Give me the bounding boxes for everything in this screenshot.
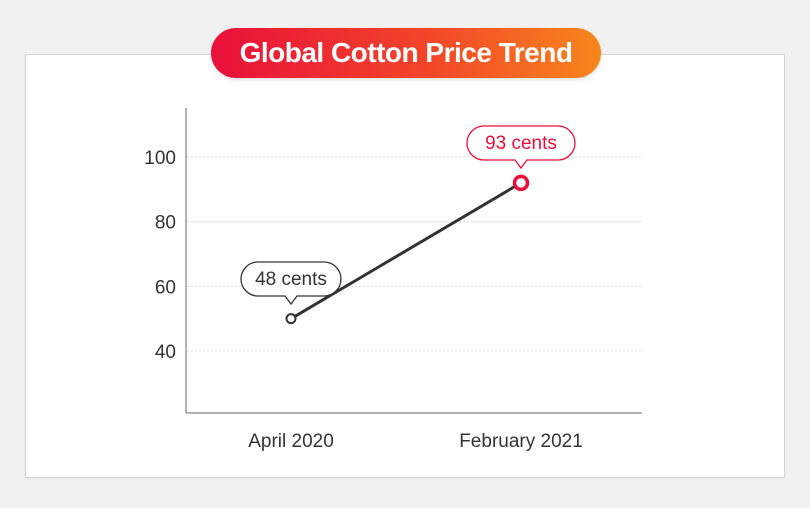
callout-bubble [240,261,342,306]
x-tick-label: April 2020 [248,431,334,452]
data-label: 93 cents [485,133,557,154]
data-label-callout-2: 93 cents [466,125,576,170]
chart-title: Global Cotton Price Trend [211,28,601,78]
data-label-callout-1: 48 cents [240,261,342,306]
data-label: 48 cents [255,269,327,290]
callout-bubble [466,125,576,170]
y-tick-label: 80 [155,213,176,234]
y-tick-label: 60 [155,277,176,298]
series-line [290,181,522,320]
x-tick-label: February 2021 [459,431,583,452]
data-point-highlight [512,174,530,192]
y-tick-label: 40 [155,342,176,363]
data-point [285,313,297,325]
chart-card [25,54,785,478]
y-tick-label: 100 [144,148,176,169]
